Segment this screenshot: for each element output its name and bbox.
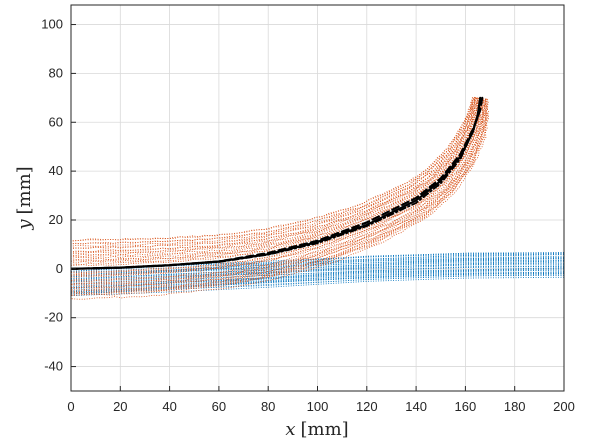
orange-band-strand	[71, 97, 478, 255]
orange-band-strand	[71, 98, 487, 291]
orange-band-strand	[71, 96, 475, 245]
x-tick-label: 200	[553, 399, 575, 414]
orange-band-strand	[71, 98, 485, 283]
x-tick-label: 100	[307, 399, 329, 414]
x-tick-label: 160	[455, 399, 477, 414]
orange-band-strand	[71, 98, 484, 281]
orange-band-strand	[71, 97, 478, 258]
orange-band-strand	[71, 98, 483, 276]
grid	[71, 5, 564, 391]
x-tick-label: 0	[67, 399, 74, 414]
x-tick-label: 140	[405, 399, 427, 414]
orange-band-strand	[71, 98, 485, 285]
y-tick-label: 40	[49, 163, 63, 178]
orange-band-strand	[71, 97, 477, 253]
orange-band-strand	[71, 96, 476, 248]
x-tick-label: 180	[504, 399, 526, 414]
x-tick-label: 40	[162, 399, 176, 414]
orange-band-strand	[71, 98, 487, 289]
orange-band-strand	[71, 98, 485, 285]
y-tick-label: 100	[41, 17, 63, 32]
x-tick-label: 60	[212, 399, 226, 414]
y-tick-label: -40	[44, 359, 63, 374]
x-tick-label: 120	[356, 399, 378, 414]
y-tick-label: 20	[49, 212, 63, 227]
x-tick-label: 20	[113, 399, 127, 414]
x-axis-label: x [mm]	[285, 419, 348, 440]
orange-band-strand	[71, 96, 475, 245]
x-axis-ticks: 0 20 40 60 80 100 120 140 160 180 200	[67, 386, 575, 414]
orange-band-strand	[71, 98, 488, 294]
orange-band-strand	[71, 98, 487, 293]
y-tick-label: -20	[44, 310, 63, 325]
orange-band-strand	[71, 97, 479, 261]
orange-band-strand	[71, 98, 489, 296]
y-axis-ticks: -40 -20 0 20 40 60 80 100	[41, 17, 76, 374]
y-tick-label: 80	[49, 65, 63, 80]
data-lines	[71, 94, 484, 270]
orange-band-strand	[71, 96, 473, 242]
x-tick-label: 80	[261, 399, 275, 414]
orange-band-strand	[71, 96, 476, 249]
orange-band-strand	[71, 98, 490, 300]
y-axis-label: y[mm]	[14, 166, 35, 230]
y-tick-label: 0	[56, 261, 63, 276]
y-tick-label: 60	[49, 114, 63, 129]
orange-band-strand	[71, 98, 483, 278]
orange-band-strand	[71, 98, 486, 287]
dashdot-black-line	[71, 99, 482, 270]
